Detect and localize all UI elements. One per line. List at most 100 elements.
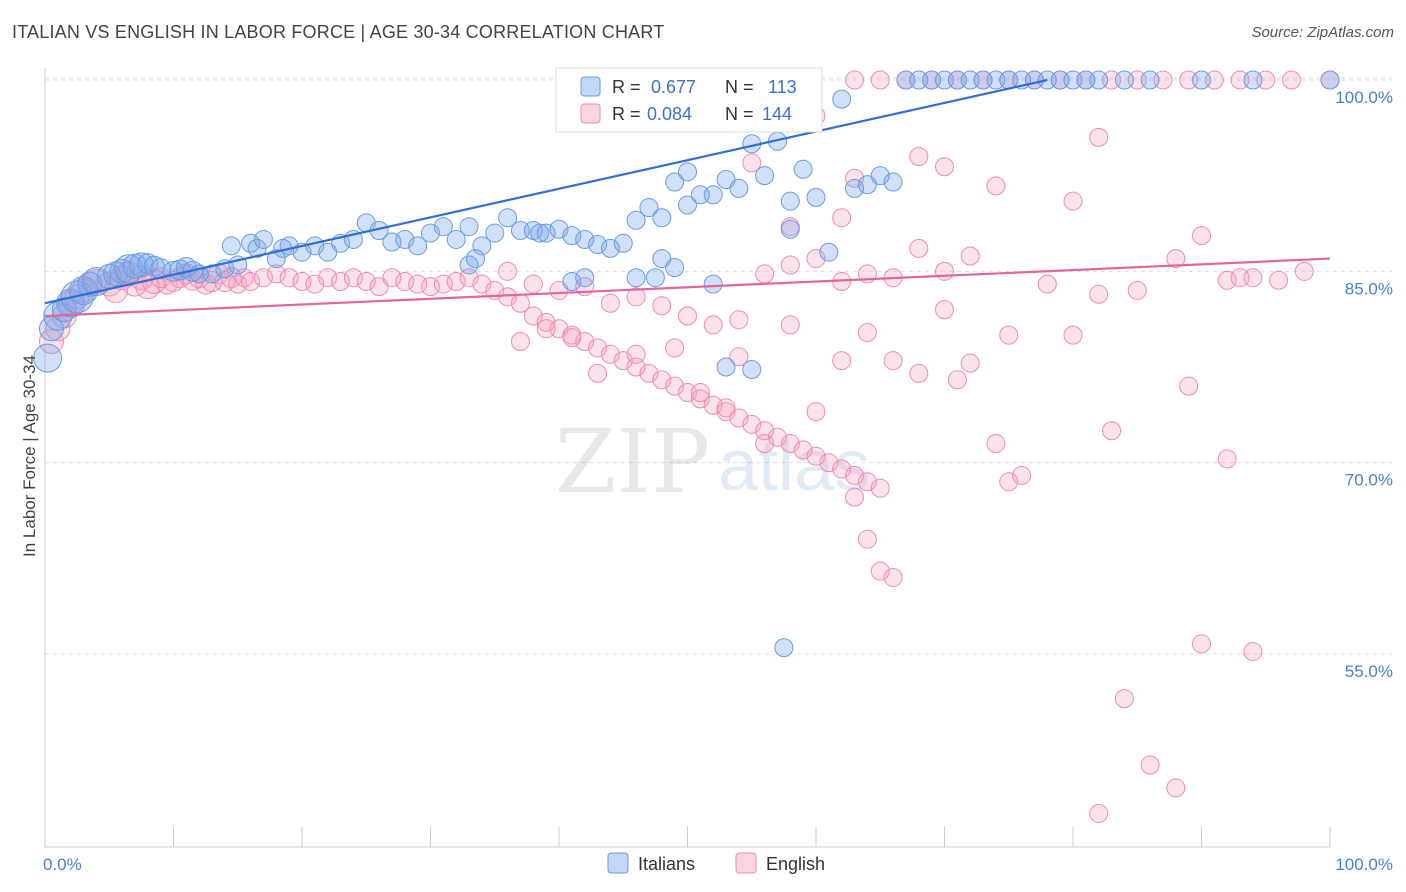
watermark-atlas: atlas (718, 426, 870, 506)
italians-point (562, 272, 582, 292)
italians-point (665, 172, 685, 192)
italians-point (241, 233, 261, 253)
italians-series (33, 70, 1340, 658)
english-point (523, 274, 543, 294)
english-point (909, 238, 929, 258)
italians-point (536, 223, 556, 243)
italians-point (742, 360, 762, 380)
english-point (960, 353, 980, 373)
english-point (935, 157, 954, 177)
english-point (382, 268, 402, 288)
series-legend: Italians English (607, 852, 825, 874)
english-point (947, 370, 967, 390)
watermark: ZIP atlas (555, 410, 870, 513)
y-tick-label: 70.0% (1345, 471, 1393, 490)
italians-point (793, 159, 813, 179)
english-point (857, 529, 877, 549)
italians-point (1089, 70, 1109, 90)
english-point (703, 315, 723, 335)
italians-point (645, 268, 665, 288)
english-point (588, 363, 608, 383)
english-point (999, 325, 1019, 345)
english-point (883, 351, 903, 371)
english-n-value: 144 (762, 104, 792, 124)
italians-point (678, 162, 697, 182)
italians-point (755, 166, 775, 186)
english-point (690, 383, 710, 403)
italians-point (109, 258, 135, 284)
english-point (1063, 191, 1083, 211)
italians-point (485, 223, 505, 243)
english-point (626, 344, 646, 364)
source-credit: Source: ZipAtlas.com (1251, 24, 1394, 41)
italians-point (253, 229, 273, 249)
italians-point (639, 198, 659, 218)
tick-labels: 55.0% 70.0% 85.0% 100.0% 0.0% 100.0% (43, 88, 1393, 874)
english-point (1294, 261, 1314, 281)
italians-point (613, 233, 633, 253)
english-point (1089, 803, 1109, 823)
italians-point (703, 274, 723, 294)
italians-point (150, 258, 172, 280)
english-point (1114, 689, 1134, 709)
english-point (716, 398, 736, 418)
english-point (1012, 465, 1032, 485)
italians-point (575, 229, 595, 249)
english-point (1281, 70, 1301, 90)
english-trend-line (44, 257, 1331, 318)
y-tick-label: 55.0% (1345, 662, 1393, 681)
italians-legend-swatch (580, 76, 601, 97)
english-r-value: 0.084 (647, 104, 692, 124)
watermark-zip: ZIP (555, 410, 710, 513)
x-tick-label: 0.0% (43, 855, 82, 874)
english-point (1269, 270, 1289, 290)
italians-point (806, 187, 826, 207)
italians-point (1140, 70, 1160, 90)
italians-point (408, 236, 428, 256)
italians-point (832, 89, 852, 109)
italians-point (446, 229, 466, 249)
english-point (755, 264, 775, 284)
italians-point (819, 242, 839, 262)
axes (44, 68, 1331, 848)
english-point (510, 331, 530, 351)
english-point (1166, 249, 1186, 269)
english-point (1166, 778, 1186, 798)
english-point (780, 315, 800, 335)
italians-point (33, 343, 63, 373)
english-point (935, 300, 954, 320)
english-point (1089, 127, 1109, 147)
english-point (1192, 634, 1211, 654)
italians-point (883, 172, 903, 192)
english-point (909, 147, 929, 167)
english-point (845, 70, 865, 90)
english-point (1243, 641, 1263, 661)
italians-point (600, 238, 620, 258)
english-point (1102, 421, 1122, 441)
english-point (1140, 755, 1160, 775)
italians-point (729, 178, 749, 198)
english-point (600, 293, 620, 313)
italians-point (575, 268, 595, 288)
english-point (857, 323, 877, 343)
italians-r-value: 0.677 (651, 77, 696, 97)
italians-point (1114, 70, 1134, 90)
italians-point (472, 236, 492, 256)
english-point (806, 402, 826, 422)
italians-point (703, 185, 723, 205)
english-point (986, 176, 1006, 196)
italians-point (774, 638, 794, 658)
italians-point (845, 178, 865, 198)
y-axis-label: In Labor Force | Age 30-34 (20, 355, 39, 557)
english-point (729, 310, 749, 330)
english-point (343, 268, 363, 288)
italians-point (588, 235, 608, 255)
english-point (626, 287, 646, 307)
english-point (1063, 325, 1083, 345)
english-point (742, 153, 762, 173)
italians-point (221, 236, 241, 256)
italians-point (626, 210, 646, 230)
italians-point (1243, 70, 1263, 90)
italians-r-label: R = (612, 77, 641, 97)
